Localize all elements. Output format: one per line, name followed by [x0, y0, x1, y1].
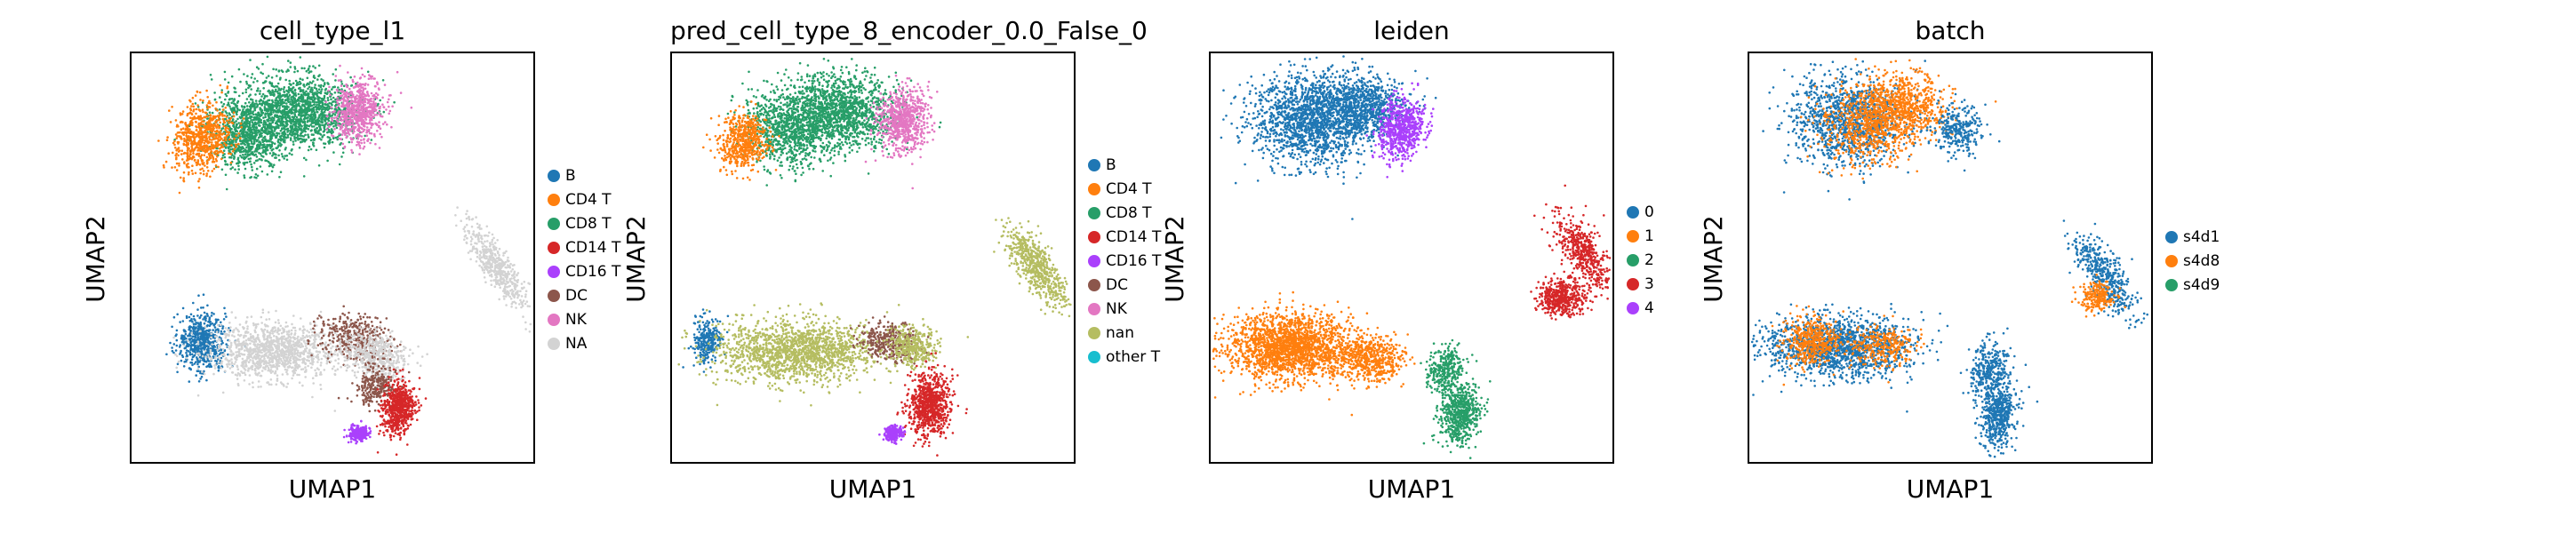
legend: s4d1 s4d8 s4d9	[2165, 225, 2220, 297]
point-cluster	[1530, 271, 1594, 321]
y-axis-label: UMAP2	[1699, 215, 1728, 303]
point-cluster	[878, 424, 906, 445]
panel-batch: batch UMAP2 UMAP1 s4d1 s4d8 s4d9	[1618, 0, 2187, 533]
legend-label: s4d9	[2183, 276, 2220, 294]
point-cluster	[1762, 60, 1942, 200]
panel-leiden: leiden UMAP2 UMAP1 0 1 2 3 4	[1079, 0, 1648, 533]
legend-marker	[2165, 231, 2178, 243]
point-cluster	[454, 206, 532, 332]
legend-item: s4d1	[2165, 225, 2220, 249]
point-cluster	[157, 84, 244, 195]
legend-item: s4d8	[2165, 249, 2220, 273]
panel-cell-type-l1: cell_type_l1 UMAP2 UMAP1 B CD4 T CD8 T CD14…	[0, 0, 569, 533]
scatter-plot-area	[1748, 52, 2153, 464]
x-axis-label: UMAP1	[1209, 474, 1614, 504]
legend-label: s4d1	[2183, 228, 2220, 246]
legend-marker	[2165, 279, 2178, 291]
point-cluster	[896, 352, 968, 457]
umap-scatter	[132, 53, 533, 462]
panel-title: cell_type_l1	[130, 16, 535, 45]
point-cluster	[682, 308, 729, 373]
y-axis-label: UMAP2	[81, 215, 110, 303]
scatter-plot-area	[1209, 52, 1614, 464]
point-cluster	[993, 217, 1072, 317]
point-cluster	[677, 302, 969, 406]
legend-marker	[2165, 255, 2178, 267]
umap-scatter	[1211, 53, 1612, 462]
panel-title: pred_cell_type_8_encoder_0.0_False_0	[670, 16, 1076, 45]
point-cluster	[2063, 219, 2148, 329]
x-axis-label: UMAP1	[670, 474, 1076, 504]
scatter-plot-area	[130, 52, 535, 464]
point-cluster	[1751, 303, 1948, 413]
umap-scatter	[1749, 53, 2151, 462]
y-axis-label: UMAP2	[621, 215, 651, 303]
point-cluster	[343, 420, 372, 445]
legend-label: s4d8	[2183, 252, 2220, 270]
legend-item: s4d9	[2165, 273, 2220, 297]
point-cluster	[1772, 305, 1860, 386]
point-cluster	[865, 75, 939, 189]
panel-title: batch	[1748, 16, 2153, 45]
panel-title: leiden	[1209, 16, 1614, 45]
umap-scatter	[672, 53, 1074, 462]
x-axis-label: UMAP1	[1748, 474, 2153, 504]
y-axis-label: UMAP2	[1160, 215, 1189, 303]
point-cluster	[1533, 185, 1611, 300]
panel-pred-cell-type: pred_cell_type_8_encoder_0.0_False_0 UMA…	[540, 0, 1109, 533]
point-cluster	[165, 293, 246, 383]
scatter-plot-area	[670, 52, 1076, 464]
x-axis-label: UMAP1	[130, 474, 535, 504]
